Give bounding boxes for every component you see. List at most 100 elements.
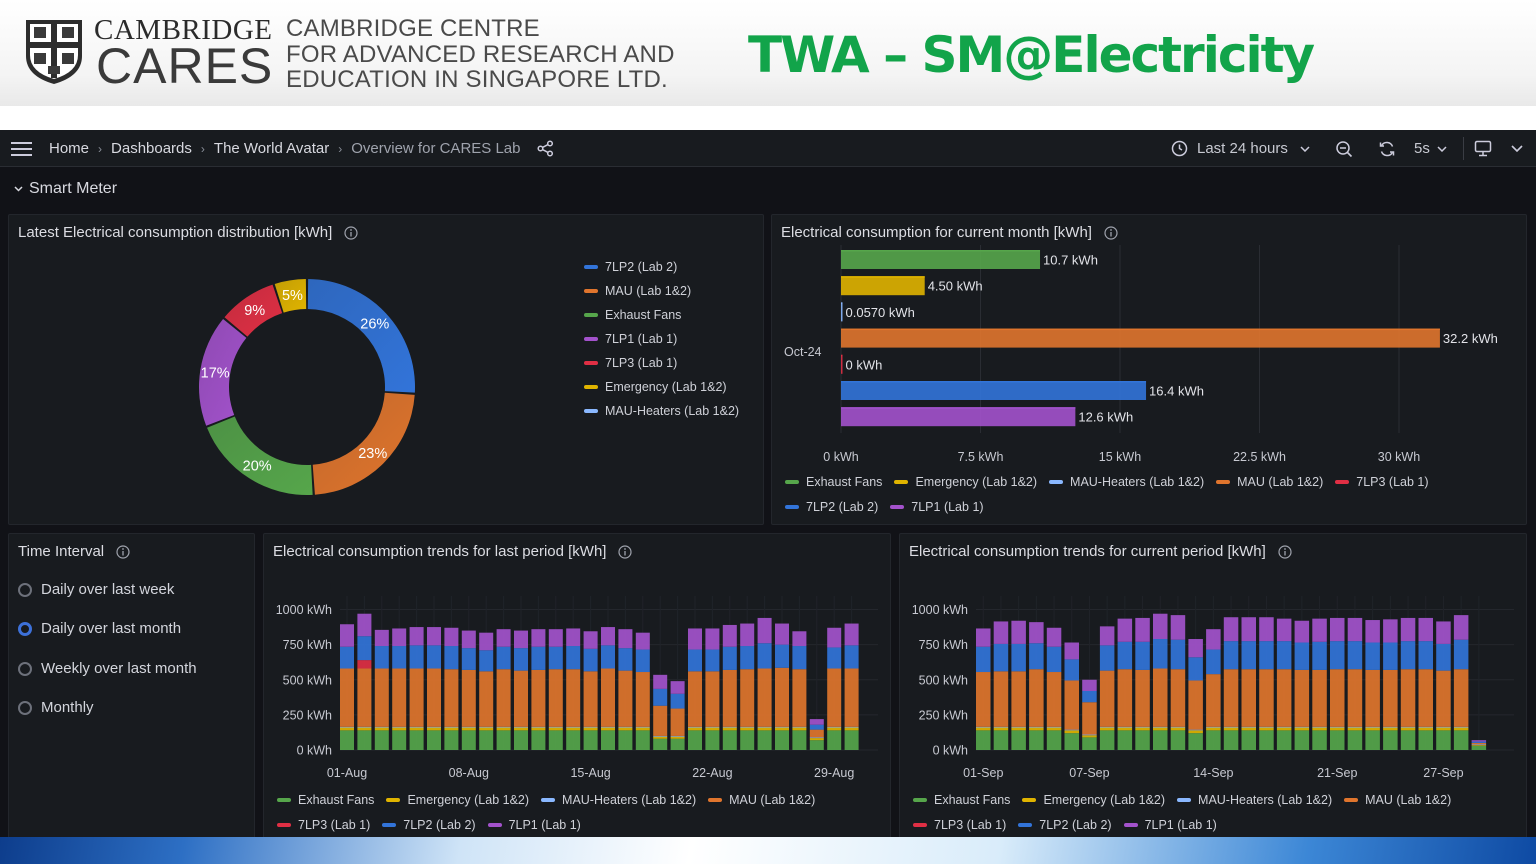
stack-segment-mau-lab-1-2[interactable]	[1064, 680, 1080, 730]
stack-segment-emergency-lab-1-2[interactable]	[1153, 727, 1168, 731]
stack-segment-7lp2-lab-2[interactable]	[444, 646, 459, 670]
stack-segment-emergency-lab-1-2[interactable]	[566, 727, 581, 731]
stack-segment-7lp2-lab-2[interactable]	[461, 648, 476, 670]
stack-segment-mau-heaters-lab-1-2[interactable]	[976, 726, 991, 728]
donut-slice-exhaust-fans[interactable]	[207, 416, 313, 495]
stack-segment-7lp1-lab-1[interactable]	[1170, 615, 1186, 640]
stack-segment-exhaust-fans[interactable]	[1011, 730, 1026, 750]
stack-segment-mau-heaters-lab-1-2[interactable]	[1011, 726, 1026, 728]
stack-segment-7lp2-lab-2[interactable]	[1082, 690, 1097, 703]
stack-segment-mau-lab-1-2[interactable]	[496, 669, 511, 727]
stack-segment-mau-heaters-lab-1-2[interactable]	[1117, 726, 1133, 728]
stack-segment-mau-lab-1-2[interactable]	[566, 669, 581, 727]
stack-segment-mau-lab-1-2[interactable]	[1011, 671, 1026, 727]
legend-item-7lp3-lab-1[interactable]: 7LP3 (Lab 1)	[584, 351, 739, 375]
stack-segment-emergency-lab-1-2[interactable]	[548, 727, 563, 731]
stack-segment-mau-lab-1-2[interactable]	[1347, 669, 1363, 727]
stack-segment-emergency-lab-1-2[interactable]	[705, 727, 720, 731]
stack-segment-7lp1-lab-1[interactable]	[993, 621, 1009, 644]
stack-segment-7lp2-lab-2[interactable]	[1330, 641, 1345, 670]
stack-segment-emergency-lab-1-2[interactable]	[531, 727, 546, 731]
stack-segment-emergency-lab-1-2[interactable]	[993, 727, 1009, 731]
stack-segment-7lp3-lab-1[interactable]	[357, 660, 372, 669]
stack-segment-mau-lab-1-2[interactable]	[1135, 669, 1150, 727]
stack-segment-mau-heaters-lab-1-2[interactable]	[1330, 726, 1345, 728]
bar-exhaust-fans[interactable]	[841, 250, 1041, 269]
stack-segment-mau-lab-1-2[interactable]	[1418, 669, 1434, 727]
stack-segment-emergency-lab-1-2[interactable]	[1259, 727, 1274, 731]
stack-segment-exhaust-fans[interactable]	[1453, 730, 1469, 750]
legend-item-emergency-lab-1-2[interactable]: Emergency (Lab 1&2)	[1022, 793, 1165, 807]
stack-segment-mau-heaters-lab-1-2[interactable]	[1400, 726, 1416, 728]
stack-segment-exhaust-fans[interactable]	[1276, 730, 1292, 750]
stack-segment-emergency-lab-1-2[interactable]	[1453, 727, 1469, 731]
stack-segment-emergency-lab-1-2[interactable]	[653, 736, 668, 739]
stack-segment-emergency-lab-1-2[interactable]	[1223, 727, 1239, 731]
stack-segment-7lp1-lab-1[interactable]	[1223, 617, 1239, 642]
stack-segment-7lp2-lab-2[interactable]	[340, 646, 354, 669]
stack-segment-mau-heaters-lab-1-2[interactable]	[1259, 726, 1274, 728]
stack-segment-emergency-lab-1-2[interactable]	[1347, 727, 1363, 731]
breadcrumb-home[interactable]: Home	[49, 140, 90, 157]
stack-segment-mau-lab-1-2[interactable]	[705, 671, 720, 727]
stack-segment-mau-heaters-lab-1-2[interactable]	[635, 726, 650, 728]
stack-segment-exhaust-fans[interactable]	[618, 730, 633, 750]
stack-segment-7lp1-lab-1[interactable]	[427, 627, 441, 646]
stack-segment-emergency-lab-1-2[interactable]	[722, 727, 737, 731]
stack-segment-emergency-lab-1-2[interactable]	[1330, 727, 1345, 731]
stack-segment-7lp2-lab-2[interactable]	[1011, 643, 1026, 672]
stack-segment-emergency-lab-1-2[interactable]	[374, 727, 389, 731]
stack-segment-exhaust-fans[interactable]	[1259, 730, 1274, 750]
stack-segment-mau-lab-1-2[interactable]	[809, 729, 824, 738]
stack-segment-7lp1-lab-1[interactable]	[1099, 626, 1115, 646]
stack-segment-7lp1-lab-1[interactable]	[392, 628, 407, 647]
stack-segment-mau-lab-1-2[interactable]	[1365, 669, 1380, 727]
stack-segment-7lp2-lab-2[interactable]	[1064, 659, 1080, 681]
stack-segment-7lp1-lab-1[interactable]	[1312, 618, 1327, 642]
stack-segment-7lp1-lab-1[interactable]	[409, 627, 424, 646]
stack-segment-7lp2-lab-2[interactable]	[1453, 639, 1469, 670]
legend-item-7lp3-lab-1[interactable]: 7LP3 (Lab 1)	[1335, 475, 1429, 489]
stack-segment-mau-heaters-lab-1-2[interactable]	[1099, 726, 1115, 728]
stack-segment-mau-heaters-lab-1-2[interactable]	[1365, 726, 1380, 728]
stack-segment-exhaust-fans[interactable]	[1471, 745, 1487, 750]
legend-item-exhaust-fans[interactable]: Exhaust Fans	[785, 475, 882, 489]
stack-segment-mau-lab-1-2[interactable]	[601, 668, 615, 727]
legend-item-mau-lab-1-2[interactable]: MAU (Lab 1&2)	[1216, 475, 1323, 489]
stack-segment-mau-heaters-lab-1-2[interactable]	[792, 726, 807, 728]
stack-segment-emergency-lab-1-2[interactable]	[392, 727, 407, 731]
stack-segment-7lp2-lab-2[interactable]	[374, 646, 389, 669]
stack-segment-exhaust-fans[interactable]	[809, 740, 824, 750]
stack-segment-7lp1-lab-1[interactable]	[1365, 620, 1380, 643]
stack-segment-mau-heaters-lab-1-2[interactable]	[444, 726, 459, 728]
stack-segment-7lp1-lab-1[interactable]	[844, 623, 859, 646]
stack-segment-7lp2-lab-2[interactable]	[618, 648, 633, 671]
stack-segment-mau-heaters-lab-1-2[interactable]	[1276, 726, 1292, 728]
stack-segment-mau-heaters-lab-1-2[interactable]	[427, 726, 441, 728]
stack-segment-7lp2-lab-2[interactable]	[1400, 641, 1416, 670]
stack-segment-mau-heaters-lab-1-2[interactable]	[1347, 726, 1363, 728]
stack-segment-mau-heaters-lab-1-2[interactable]	[1046, 726, 1062, 728]
stack-segment-7lp2-lab-2[interactable]	[601, 645, 615, 669]
stack-segment-7lp2-lab-2[interactable]	[827, 647, 842, 669]
donut-slice-emergency-lab-1-2[interactable]	[274, 279, 307, 313]
stack-segment-exhaust-fans[interactable]	[635, 730, 650, 750]
stack-segment-emergency-lab-1-2[interactable]	[444, 727, 459, 731]
stack-segment-emergency-lab-1-2[interactable]	[1471, 745, 1487, 746]
stack-segment-exhaust-fans[interactable]	[1206, 730, 1221, 750]
stack-segment-emergency-lab-1-2[interactable]	[1206, 727, 1221, 731]
stack-segment-mau-lab-1-2[interactable]	[792, 669, 807, 727]
stack-segment-mau-heaters-lab-1-2[interactable]	[757, 726, 772, 728]
stack-segment-7lp2-lab-2[interactable]	[722, 646, 737, 670]
stack-segment-7lp2-lab-2[interactable]	[514, 648, 528, 671]
stack-segment-7lp2-lab-2[interactable]	[1170, 639, 1186, 670]
legend-item-emergency-lab-1-2[interactable]: Emergency (Lab 1&2)	[386, 793, 529, 807]
stack-segment-mau-lab-1-2[interactable]	[844, 668, 859, 727]
stack-segment-exhaust-fans[interactable]	[427, 730, 441, 750]
stack-segment-7lp1-lab-1[interactable]	[809, 719, 824, 725]
stack-segment-emergency-lab-1-2[interactable]	[618, 727, 633, 731]
stack-segment-emergency-lab-1-2[interactable]	[688, 727, 702, 731]
info-icon[interactable]	[344, 225, 358, 240]
stack-segment-7lp1-lab-1[interactable]	[1259, 617, 1274, 642]
stack-segment-mau-lab-1-2[interactable]	[1276, 669, 1292, 727]
